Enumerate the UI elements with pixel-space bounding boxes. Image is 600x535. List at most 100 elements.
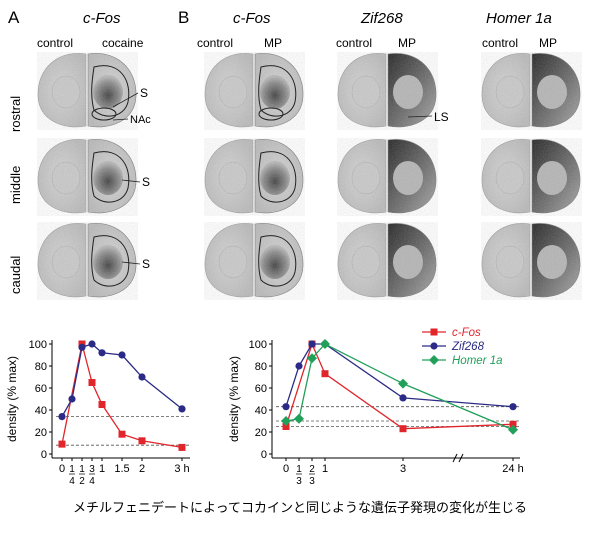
brain-section [481,52,582,130]
legend-entry: c-Fos [452,327,481,339]
data-point [294,413,304,424]
x-tick-label: 24 h [502,463,523,475]
svg-text:3: 3 [296,476,302,487]
y-tick-label: 100 [249,339,267,351]
svg-text:4: 4 [69,476,75,487]
data-point [138,373,146,381]
brain-section [204,138,305,216]
x-tick-label: 14 [69,464,75,487]
annotation-s-rostral: S [140,86,149,100]
y-axis-label: density (% max) [5,356,19,442]
svg-text:3: 3 [309,476,315,487]
data-point [509,403,517,411]
data-point [509,420,517,428]
svg-text:1: 1 [296,464,302,475]
data-point [282,403,290,411]
x-tick-label: 1.5 [114,463,129,475]
data-point [88,379,96,386]
col-a-cocaine: cocaine [102,36,144,50]
brain-section [204,222,305,300]
data-point [118,351,126,359]
y-axis-label: density (% max) [227,356,241,442]
y-tick-label: 80 [35,361,47,373]
data-point [88,340,96,348]
legend: c-Fos Zif268 Homer 1a [422,327,503,367]
col-b3-mp: MP [539,36,557,50]
data-point [58,440,66,448]
x-tick-label: 2 [139,463,145,475]
x-tick-label: 34 [89,464,95,487]
legend-entry: Homer 1a [452,355,503,367]
annotation-s-caudal: S [142,257,151,271]
x-tick-label: 1 [99,463,105,475]
y-tick-label: 100 [29,339,47,351]
axis-break [458,453,464,463]
data-point [281,416,291,426]
annotation-nac: NAc [130,114,151,126]
brain-section [204,52,305,130]
annotation-s-middle: S [142,175,151,189]
x-tick-label: 3 h [174,463,189,475]
brain-section [337,138,438,216]
data-point [320,339,330,349]
data-point [98,349,106,357]
brain-section-grid [37,52,582,300]
brain-section [37,222,138,300]
figure-caption: メチルフェニデートによってコカインと同じような遺伝子発現の変化が生じる [73,501,527,516]
data-point [78,343,86,351]
data-point [58,413,66,421]
col-b1-control: control [197,36,234,50]
panel-a-label: A [8,8,20,27]
y-tick-label: 20 [255,427,267,439]
y-tick-label: 0 [41,449,47,461]
series-1 [58,340,186,421]
svg-text:4: 4 [89,476,95,487]
y-tick-label: 60 [255,383,267,395]
data-point [282,423,290,430]
data-point [430,342,438,350]
col-b3-control: control [482,36,519,50]
series-line [61,343,183,417]
y-tick-label: 40 [255,405,267,417]
brain-section [337,222,438,300]
data-point [138,437,146,445]
y-tick-label: 0 [261,449,267,461]
y-tick-label: 60 [35,383,47,395]
data-point [68,395,76,403]
data-point [178,443,186,451]
brain-section [37,138,138,216]
x-tick-label: 1 [322,463,328,475]
header-b-zif268: Zif268 [361,10,403,27]
svg-text:1: 1 [79,464,85,475]
svg-text:3: 3 [89,464,95,475]
y-tick-label: 40 [35,405,47,417]
x-tick-label: 13 [296,464,302,487]
data-point [399,425,407,433]
svg-text:2: 2 [309,464,315,475]
series-line [285,343,514,408]
header-b-homer1a: Homer 1a [486,10,552,27]
header-a-cfos: c-Fos [83,10,121,27]
y-tick-label: 20 [35,427,47,439]
data-point [508,424,518,435]
x-tick-label: 23 [309,464,315,487]
annotation-ls: LS [434,110,449,124]
header-b-cfos: c-Fos [233,10,271,27]
x-tick-label: 0 [59,463,65,475]
brain-section [37,52,138,130]
data-point [118,430,126,438]
x-tick-label: 3 [400,463,406,475]
y-tick-label: 80 [255,361,267,373]
data-point [399,394,407,402]
axis-break [452,453,458,463]
col-b2-mp: MP [398,36,416,50]
col-b2-control: control [336,36,373,50]
data-point [178,405,186,413]
brain-section [481,222,582,300]
legend-entry: Zif268 [451,341,485,353]
panel-b-label: B [178,8,190,27]
svg-text:1: 1 [69,464,75,475]
data-point [308,340,316,348]
data-point [321,370,329,378]
